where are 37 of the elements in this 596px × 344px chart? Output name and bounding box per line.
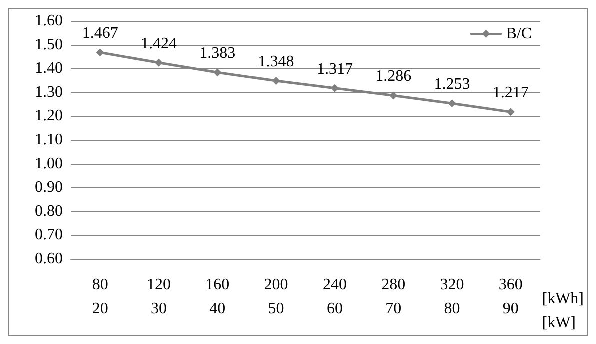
data-label: 1.286	[376, 68, 412, 86]
y-tick-label: 0.90	[35, 179, 63, 196]
y-tick-label: 0.60	[35, 250, 63, 268]
y-tick-label: 1.50	[35, 36, 63, 54]
y-tick-label: 1.10	[35, 132, 63, 148]
x-tick-label: 320 80	[440, 276, 464, 318]
x-tick-label: 360 90	[498, 276, 523, 318]
x-tick-label: 80 20	[92, 276, 108, 318]
data-label: 1.317	[316, 60, 353, 78]
x-tick-label: 160 40	[206, 276, 230, 318]
point	[390, 92, 398, 100]
x-tick-label: 120 30	[146, 276, 171, 318]
data-label: 1.383	[200, 45, 236, 62]
data-label: 1.348	[258, 53, 294, 70]
y-tick-label: 1.00	[35, 155, 63, 172]
y-tick-label: 0.80	[35, 202, 63, 220]
point	[214, 68, 222, 77]
x-tick-label: 200 50	[264, 276, 288, 318]
data-label: 1.424	[140, 35, 177, 52]
y-tick-label: 1.60	[35, 12, 63, 30]
y-tick-label: 1.40	[35, 60, 63, 78]
y-tick-label: 1.20	[35, 108, 63, 125]
data-label: 1.217	[492, 84, 529, 102]
legend-label: B/C	[506, 26, 532, 42]
x-tick-label: 280 70	[382, 276, 406, 318]
point	[96, 48, 104, 57]
x-axis-title: [kWh] [kW]	[542, 290, 584, 332]
data-label: 1.467	[82, 25, 118, 42]
point	[506, 108, 515, 116]
y-tick-label: 1.30	[35, 84, 63, 101]
point	[154, 58, 163, 67]
x-tick-label: 240 60	[322, 276, 347, 318]
point	[448, 100, 456, 108]
y-tick-label: 0.70	[35, 226, 63, 244]
point	[272, 76, 280, 85]
data-label: 1.253	[434, 76, 470, 94]
point	[330, 84, 339, 92]
